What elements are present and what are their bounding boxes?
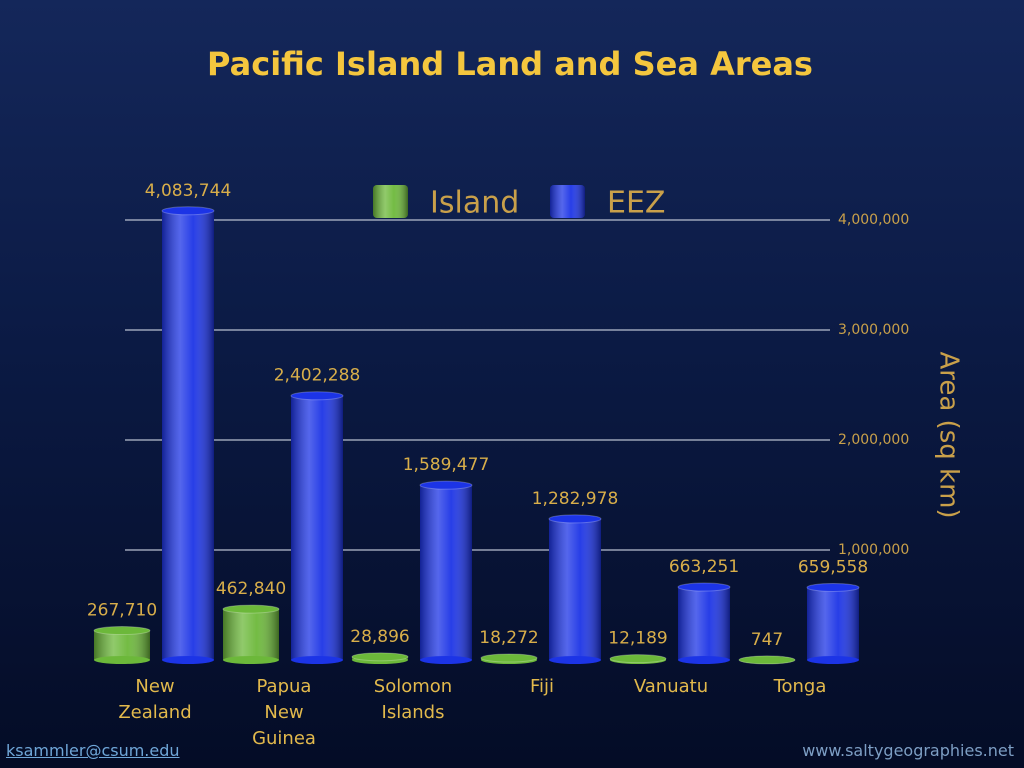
bar-cap bbox=[677, 582, 731, 592]
bar-base bbox=[291, 656, 343, 664]
y-tick-label: 1,000,000 bbox=[838, 542, 909, 558]
bar-cap bbox=[419, 480, 473, 490]
bar-shade bbox=[420, 485, 472, 660]
value-label: 747 bbox=[751, 630, 783, 650]
bar-cap bbox=[480, 653, 538, 663]
bar-cap bbox=[738, 655, 796, 665]
value-label: 267,710 bbox=[87, 601, 157, 621]
bar-cap bbox=[548, 514, 602, 524]
value-label: 663,251 bbox=[669, 557, 739, 577]
contact-link[interactable]: ksammler@csum.edu bbox=[6, 741, 180, 760]
x-tick-label: New Zealand bbox=[118, 676, 192, 723]
x-tick-label: Tonga bbox=[773, 676, 827, 697]
x-tick-label: Vanuatu bbox=[633, 676, 709, 697]
legend-swatch-shade bbox=[373, 185, 408, 218]
y-tick-label: 3,000,000 bbox=[838, 322, 909, 338]
bar-shade bbox=[549, 518, 601, 660]
value-label: 659,558 bbox=[798, 557, 868, 577]
value-label: 12,189 bbox=[608, 629, 667, 649]
bar-cap bbox=[161, 206, 215, 216]
value-label: 18,272 bbox=[479, 628, 538, 648]
y-tick-label: 2,000,000 bbox=[838, 432, 909, 448]
legend-swatch-shade bbox=[550, 185, 585, 218]
value-label: 462,840 bbox=[216, 579, 286, 599]
value-label: 2,402,288 bbox=[274, 366, 361, 386]
bar-cap bbox=[806, 582, 860, 592]
chart-title: Pacific Island Land and Sea Areas bbox=[207, 45, 813, 83]
legend-label: Island bbox=[430, 186, 519, 221]
bar-shade bbox=[94, 630, 150, 660]
bar-cap bbox=[351, 652, 409, 662]
bar-base bbox=[549, 656, 601, 664]
bar-cap bbox=[609, 654, 667, 664]
legend-label: EEZ bbox=[607, 186, 665, 221]
bar-base bbox=[678, 656, 730, 664]
bar-shade bbox=[223, 609, 279, 660]
bar-shade bbox=[678, 587, 730, 660]
y-axis-label: Area (sq km) bbox=[934, 351, 964, 518]
x-tick-label: Fiji bbox=[529, 676, 555, 697]
bar-shade bbox=[162, 210, 214, 661]
bar-base bbox=[420, 656, 472, 664]
bar-base bbox=[223, 656, 279, 664]
bar-base bbox=[807, 656, 859, 664]
bar-cap bbox=[290, 391, 344, 401]
value-label: 1,589,477 bbox=[403, 455, 490, 475]
website: www.saltygeographies.net bbox=[802, 741, 1014, 760]
bar-shade bbox=[807, 587, 859, 660]
value-label: 1,282,978 bbox=[532, 489, 619, 509]
bar-base bbox=[94, 656, 150, 664]
bar-cap bbox=[222, 604, 280, 614]
bar-cap bbox=[93, 626, 151, 636]
bar-base bbox=[162, 656, 214, 664]
x-tick-label: Solomon Islands bbox=[373, 676, 453, 723]
value-label: 28,896 bbox=[350, 627, 409, 647]
y-tick-label: 4,000,000 bbox=[838, 212, 909, 228]
x-tick-label: Papua New Guinea bbox=[252, 676, 316, 749]
bar-shade bbox=[291, 395, 343, 660]
value-label: 4,083,744 bbox=[145, 181, 232, 201]
